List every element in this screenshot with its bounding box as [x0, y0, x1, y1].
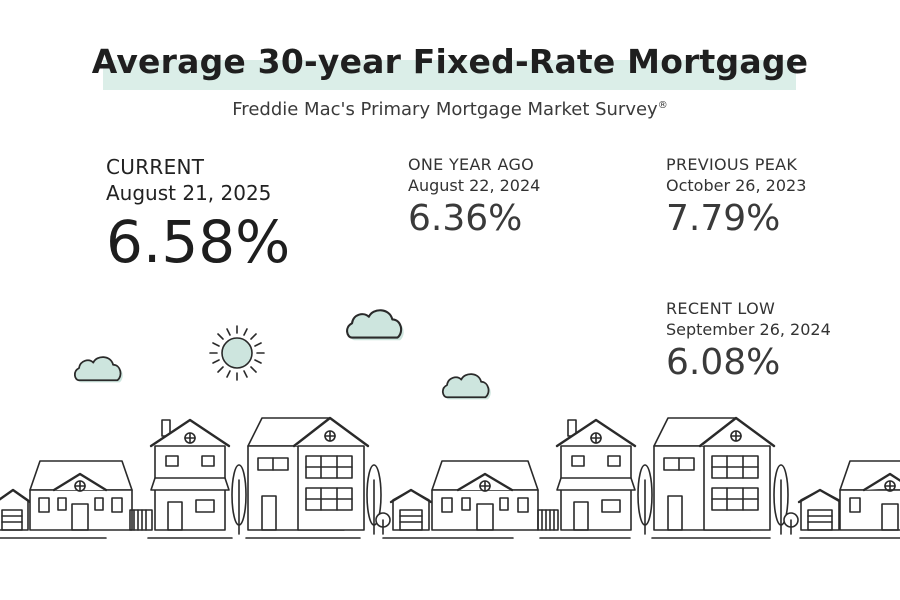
house-icon: [555, 418, 637, 531]
house-icon: [431, 460, 539, 531]
tree-icon: [375, 512, 391, 535]
one-year-ago-block: ONE YEAR AGO August 22, 2024 6.36%: [408, 155, 540, 241]
tree-icon: [637, 464, 653, 535]
house-icon: [653, 416, 776, 531]
house-icon: [839, 460, 900, 531]
subtitle-text: Freddie Mac's Primary Mortgage Market Su…: [232, 99, 658, 120]
sun-icon: [209, 325, 265, 381]
house-icon: [29, 460, 133, 531]
tree-icon: [231, 464, 247, 535]
recent-low-date: September 26, 2024: [666, 320, 831, 339]
one-year-ago-date: August 22, 2024: [408, 176, 541, 195]
current-value: 6.58%: [106, 208, 291, 276]
recent-low-value: 6.08%: [666, 342, 781, 383]
previous-peak-label: PREVIOUS PEAK: [666, 155, 798, 174]
registered-mark: ®: [657, 100, 668, 111]
one-year-ago-label: ONE YEAR AGO: [408, 155, 535, 174]
current-label: CURRENT: [106, 155, 205, 179]
one-year-ago-value: 6.36%: [408, 198, 523, 239]
house-icon: [0, 488, 32, 531]
fence: [537, 509, 559, 531]
cloud-icon: [73, 356, 124, 384]
page-subtitle: Freddie Mac's Primary Mortgage Market Su…: [0, 99, 900, 120]
recent-low-block: RECENT LOW September 26, 2024 6.08%: [666, 299, 831, 385]
house-icon: [797, 488, 843, 531]
house-icon: [247, 416, 370, 531]
title-highlight: [103, 60, 796, 90]
current-date: August 21, 2025: [106, 181, 272, 205]
page-title: Average 30-year Fixed-Rate Mortgage: [91, 42, 809, 81]
house-icon: [149, 418, 231, 531]
cloud-icon: [441, 373, 492, 401]
tree-icon: [773, 464, 789, 535]
previous-peak-value: 7.79%: [666, 198, 781, 239]
tree-icon: [366, 464, 382, 535]
previous-peak-block: PREVIOUS PEAK October 26, 2023 7.79%: [666, 155, 806, 241]
fence: [129, 509, 153, 531]
tree-icon: [783, 512, 799, 535]
house-icon: [389, 488, 433, 531]
current-rate-block: CURRENT August 21, 2025 6.58%: [106, 154, 290, 278]
cloud-icon: [346, 309, 405, 342]
previous-peak-date: October 26, 2023: [666, 176, 807, 195]
recent-low-label: RECENT LOW: [666, 299, 776, 318]
